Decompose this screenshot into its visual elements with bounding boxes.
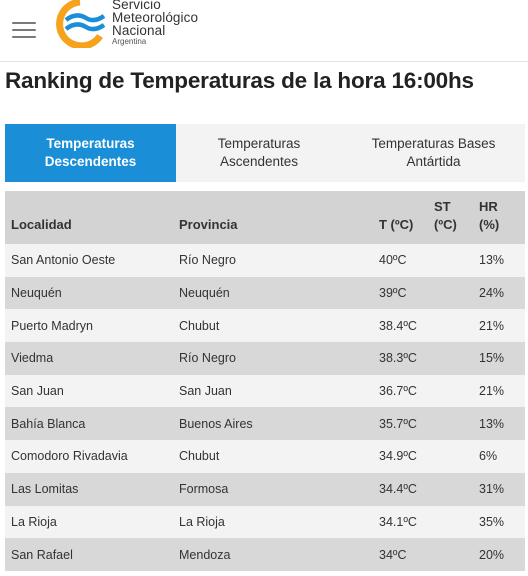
cell-localidad: La Rioja xyxy=(11,514,57,529)
logo-line-3: Nacional xyxy=(112,23,166,38)
cell-localidad: Bahía Blanca xyxy=(11,416,86,431)
cell-t: 38.3ºC xyxy=(379,351,417,366)
cell-st xyxy=(428,342,473,375)
header-st-line2: (ºC) xyxy=(434,217,457,232)
table-header-row: Localidad Provincia T (ºC) ST (ºC) HR (%) xyxy=(5,191,525,244)
table-row: San Antonio Oeste Río Negro 40ºC 13% xyxy=(5,244,525,277)
header-localidad: Localidad xyxy=(11,217,72,232)
tab-temperaturas-ascendentes[interactable]: Temperaturas Ascendentes xyxy=(176,124,342,182)
cell-t: 34.9ºC xyxy=(379,449,417,464)
header-t-label: T (ºC) xyxy=(379,217,414,232)
cell-provincia: Neuquén xyxy=(179,286,230,301)
cell-hr: 31% xyxy=(479,482,505,497)
table-row: La Rioja La Rioja 34.1ºC 35% xyxy=(5,505,525,539)
tab-label-line2: Ascendentes xyxy=(219,154,299,169)
cell-t: 39ºC xyxy=(379,286,407,301)
table-row: Neuquén Neuquén 39ºC 24% xyxy=(5,276,525,310)
header-st: ST (ºC) xyxy=(428,191,473,244)
page-title: Ranking de Temperaturas de la hora 16:00… xyxy=(5,68,474,93)
cell-provincia: Formosa xyxy=(179,482,229,497)
table-row: Comodoro Rivadavia Chubut 34.9ºC 6% xyxy=(5,440,525,473)
hamburger-icon[interactable] xyxy=(12,22,36,40)
cell-localidad: San Rafael xyxy=(11,547,73,562)
site-header: Servicio Meteorológico Nacional Argentin… xyxy=(0,0,528,62)
cell-t: 34.1ºC xyxy=(379,514,417,529)
cell-t: 36.7ºC xyxy=(379,384,417,399)
cell-provincia: San Juan xyxy=(179,384,232,399)
cell-st xyxy=(428,538,473,571)
cell-provincia: Buenos Aires xyxy=(179,416,253,431)
cell-provincia: Mendoza xyxy=(179,547,231,562)
smn-logo-icon[interactable] xyxy=(52,0,108,48)
header-hr-line2: (%) xyxy=(479,217,500,232)
cell-hr: 35% xyxy=(479,514,505,529)
cell-t: 34ºC xyxy=(379,547,407,562)
cell-hr: 21% xyxy=(479,384,505,399)
cell-localidad: San Antonio Oeste xyxy=(11,253,116,268)
cell-provincia: Río Negro xyxy=(179,253,236,268)
tab-label-line1: Temperaturas xyxy=(46,136,135,151)
cell-st xyxy=(428,309,473,342)
cell-st xyxy=(428,407,473,440)
cell-st xyxy=(428,375,473,408)
tab-label-line2: Antártida xyxy=(406,154,461,169)
cell-t: 40ºC xyxy=(379,253,407,268)
logo-line-2: Meteorológico xyxy=(112,10,199,25)
table-row: San Rafael Mendoza 34ºC 20% xyxy=(5,538,525,571)
cell-st xyxy=(428,244,473,277)
cell-st xyxy=(428,440,473,473)
cell-provincia: Río Negro xyxy=(179,351,236,366)
table-row: San Juan San Juan 36.7ºC 21% xyxy=(5,374,525,408)
cell-localidad: Neuquén xyxy=(11,286,62,301)
cell-t: 35.7ºC xyxy=(379,416,417,431)
cell-hr: 13% xyxy=(479,253,505,268)
cell-hr: 24% xyxy=(479,286,505,301)
header-provincia: Provincia xyxy=(179,217,238,232)
logo-line-4: Argentina xyxy=(112,37,147,46)
header-st-line1: ST xyxy=(434,199,451,214)
cell-localidad: Puerto Madryn xyxy=(11,318,93,333)
cell-t: 34.4ºC xyxy=(379,482,417,497)
ranking-table: Localidad Provincia T (ºC) ST (ºC) HR (%) … xyxy=(5,191,525,571)
cell-hr: 6% xyxy=(479,449,498,464)
ranking-tabs: Temperaturas Descendentes Temperaturas A… xyxy=(5,124,525,182)
cell-localidad: Las Lomitas xyxy=(11,482,79,497)
cell-localidad: San Juan xyxy=(11,384,64,399)
ranking-table-container: Localidad Provincia T (ºC) ST (ºC) HR (%) … xyxy=(5,191,525,571)
cell-localidad: Viedma xyxy=(11,351,54,366)
logo-wordmark[interactable]: Servicio Meteorológico Nacional Argentin… xyxy=(112,0,198,46)
tab-label-line1: Temperaturas Bases xyxy=(371,136,496,151)
header-hr: HR (%) xyxy=(473,191,525,244)
cell-hr: 20% xyxy=(479,547,505,562)
cell-st xyxy=(428,277,473,310)
cell-hr: 21% xyxy=(479,318,505,333)
table-row: Viedma Río Negro 38.3ºC 15% xyxy=(5,342,525,375)
header-hr-line1: HR xyxy=(479,199,498,214)
table-row: Bahía Blanca Buenos Aires 35.7ºC 13% xyxy=(5,407,525,441)
logo-line-1: Servicio xyxy=(112,0,161,12)
cell-hr: 15% xyxy=(479,351,505,366)
cell-provincia: Chubut xyxy=(179,318,220,333)
cell-hr: 13% xyxy=(479,416,505,431)
tab-temperaturas-descendentes[interactable]: Temperaturas Descendentes xyxy=(5,124,176,182)
cell-provincia: La Rioja xyxy=(179,514,225,529)
cell-t: 38.4ºC xyxy=(379,318,417,333)
cell-st xyxy=(428,506,473,539)
tab-temperaturas-bases-antartida[interactable]: Temperaturas Bases Antártida xyxy=(342,124,525,182)
tab-label-line2: Descendentes xyxy=(44,154,137,169)
cell-st xyxy=(428,473,473,506)
cell-provincia: Chubut xyxy=(179,449,220,464)
table-row: Las Lomitas Formosa 34.4ºC 31% xyxy=(5,472,525,506)
header-t: T (ºC) xyxy=(373,191,428,244)
tab-label-line1: Temperaturas xyxy=(217,136,301,151)
cell-localidad: Comodoro Rivadavia xyxy=(11,449,128,464)
table-row: Puerto Madryn Chubut 38.4ºC 21% xyxy=(5,309,525,343)
